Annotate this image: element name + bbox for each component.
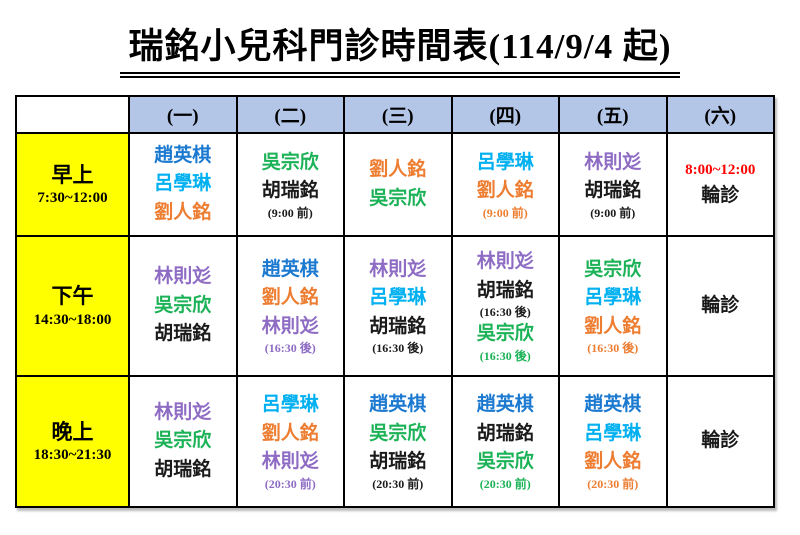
doctor-name: 趙英棋 (154, 144, 212, 166)
schedule-cell: 吳宗欣胡瑞銘 (9:00 前) (235, 132, 345, 237)
doctor-name: 吳宗欣 (154, 294, 212, 316)
doctor-name: 林則彣 (584, 151, 642, 173)
doctor-name: 胡瑞銘 (369, 451, 427, 473)
doctor-name: 呂學琳 (584, 422, 642, 444)
schedule-cell: 吳宗欣呂學琳劉人銘 (16:30 後) (558, 235, 668, 377)
time-row-label: 晚上 18:30~21:30 (15, 375, 130, 508)
time-note: (20:30 前) (479, 476, 531, 491)
period-timespan: 14:30~18:00 (33, 311, 112, 328)
time-row-label: 下午 14:30~18:00 (15, 235, 130, 377)
doctor-name: 劉人銘 (261, 422, 319, 444)
schedule-cell: 呂學琳劉人銘林則彣 (20:30 前) (235, 375, 345, 508)
schedule-cell: 趙英棋吳宗欣胡瑞銘 (20:30 前) (343, 375, 453, 508)
doctor-name: 胡瑞銘 (369, 315, 427, 337)
rotation-label: 輪診 (701, 184, 740, 206)
period-label: 晚上 (51, 419, 94, 444)
schedule-cell: 林則彣 吳宗欣 胡瑞銘 (128, 235, 238, 377)
schedule-body: 早上 7:30~12:00 趙英棋 呂學琳 劉人銘 吳宗欣 胡瑞銘 (9:00 前) 劉人銘 吳宗… (15, 132, 775, 508)
time-row-label: 早上 7:30~12:00 (15, 132, 130, 237)
time-note: (16:30 後) (372, 341, 424, 356)
time-note: (20:30 前) (264, 476, 316, 491)
doctor-name: 呂學琳 (261, 394, 319, 416)
doctor-name: 胡瑞銘 (261, 180, 319, 201)
schedule-cell: 林則彣呂學琳胡瑞銘 (16:30 後) (343, 235, 453, 377)
day-header-row: (一) (二) (三) (四) (五) (六) (15, 95, 775, 134)
page-title: 瑞銘小兒科門診時間表(114/9/4 起) (120, 18, 680, 78)
doctor-name: 胡瑞銘 (476, 279, 534, 301)
doctor-name: 胡瑞銘 (154, 458, 212, 480)
schedule-cell: 趙英棋胡瑞銘吳宗欣 (20:30 前) (450, 375, 560, 508)
doctor-name: 林則彣 (369, 258, 427, 280)
doctor-name: 林則彣 (154, 401, 212, 423)
schedule-row: 早上 7:30~12:00 趙英棋 呂學琳 劉人銘 吳宗欣 胡瑞銘 (9:00 前) 劉人銘 吳宗… (15, 132, 775, 237)
doctor-name: 呂學琳 (154, 173, 212, 195)
schedule-cell: 劉人銘 吳宗欣 (343, 132, 453, 237)
doctor-name: 吳宗欣 (476, 451, 534, 473)
doctor-name: 劉人銘 (261, 287, 319, 309)
doctor-name: 吳宗欣 (154, 430, 212, 452)
day-header-cell: (六) (665, 95, 775, 134)
doctor-name: 吳宗欣 (369, 422, 427, 444)
period-timespan: 18:30~21:30 (33, 447, 112, 464)
doctor-name: 趙英棋 (261, 258, 319, 280)
schedule-cell: 趙英棋呂學琳劉人銘 (20:30 前) (558, 375, 668, 508)
time-range: 8:00~12:00 (685, 162, 756, 178)
rotation-label: 輪診 (701, 430, 740, 452)
day-header-cell: (四) (450, 95, 560, 134)
time-note: (16:30 後) (587, 341, 639, 356)
doctor-name: 吳宗欣 (261, 151, 319, 173)
schedule-cell: 8:00~12:00 輪診 (665, 132, 775, 237)
doctor-name: 吳宗欣 (476, 323, 534, 345)
doctor-name: 劉人銘 (369, 159, 427, 180)
doctor-name: 趙英棋 (476, 394, 534, 416)
doctor-name: 劉人銘 (154, 201, 212, 223)
doctor-name: 劉人銘 (476, 180, 534, 201)
doctor-name: 劉人銘 (584, 451, 642, 473)
clinic-schedule-table: (一) (二) (三) (四) (五) (六) 早上 7:30~12:00 趙英棋 呂學琳 劉人銘… (15, 95, 775, 508)
doctor-name: 呂學琳 (584, 287, 642, 309)
doctor-name: 林則彣 (261, 315, 319, 337)
doctor-name: 劉人銘 (584, 315, 642, 337)
day-header-cell: (三) (343, 95, 453, 134)
day-header-cell: (五) (558, 95, 668, 134)
schedule-cell: 林則彣胡瑞銘 (9:00 前) (558, 132, 668, 237)
time-note: (16:30 後) (264, 341, 316, 356)
time-note: (16:30 後) (479, 305, 531, 320)
time-note: (16:30 後) (479, 348, 531, 363)
time-note: (9:00 前) (482, 205, 528, 220)
doctor-name: 吳宗欣 (369, 187, 427, 209)
schedule-cell: 呂學琳劉人銘 (9:00 前) (450, 132, 560, 237)
schedule-cell: 林則彣胡瑞銘 (16:30 後) 吳宗欣 (16:30 後) (450, 235, 560, 377)
doctor-name: 吳宗欣 (584, 258, 642, 280)
schedule-row: 晚上 18:30~21:30 林則彣 吳宗欣 胡瑞銘 呂學琳 劉人銘 林則彣 (20:30 前)… (15, 375, 775, 508)
schedule-cell: 林則彣 吳宗欣 胡瑞銘 (128, 375, 238, 508)
time-note: (20:30 前) (372, 476, 424, 491)
doctor-name: 林則彣 (476, 251, 534, 273)
doctor-name: 呂學琳 (369, 287, 427, 309)
period-label: 下午 (51, 284, 94, 309)
doctor-name: 呂學琳 (476, 151, 534, 173)
day-header-cell: (二) (235, 95, 345, 134)
doctor-name: 趙英棋 (584, 394, 642, 416)
day-header-cell: (一) (128, 95, 238, 134)
rotation-label: 輪診 (701, 294, 740, 316)
doctor-name: 林則彣 (154, 266, 212, 288)
time-note: (9:00 前) (267, 205, 313, 220)
doctor-name: 胡瑞銘 (154, 323, 212, 345)
schedule-cell: 趙英棋劉人銘林則彣 (16:30 後) (235, 235, 345, 377)
doctor-name: 胡瑞銘 (476, 422, 534, 444)
schedule-cell: 輪診 (665, 375, 775, 508)
time-note: (9:00 前) (590, 205, 636, 220)
doctor-name: 趙英棋 (369, 394, 427, 416)
period-label: 早上 (51, 162, 94, 187)
schedule-cell: 趙英棋 呂學琳 劉人銘 (128, 132, 238, 237)
doctor-name: 胡瑞銘 (584, 180, 642, 201)
time-note: (20:30 前) (587, 476, 639, 491)
title-area: 瑞銘小兒科門診時間表(114/9/4 起) (0, 18, 800, 78)
schedule-row: 下午 14:30~18:00 林則彣 吳宗欣 胡瑞銘 趙英棋 劉人銘 林則彣 (16:30 後)… (15, 235, 775, 377)
schedule-cell: 輪診 (665, 235, 775, 377)
doctor-name: 林則彣 (261, 451, 319, 473)
corner-cell (15, 95, 130, 134)
period-timespan: 7:30~12:00 (37, 190, 108, 207)
